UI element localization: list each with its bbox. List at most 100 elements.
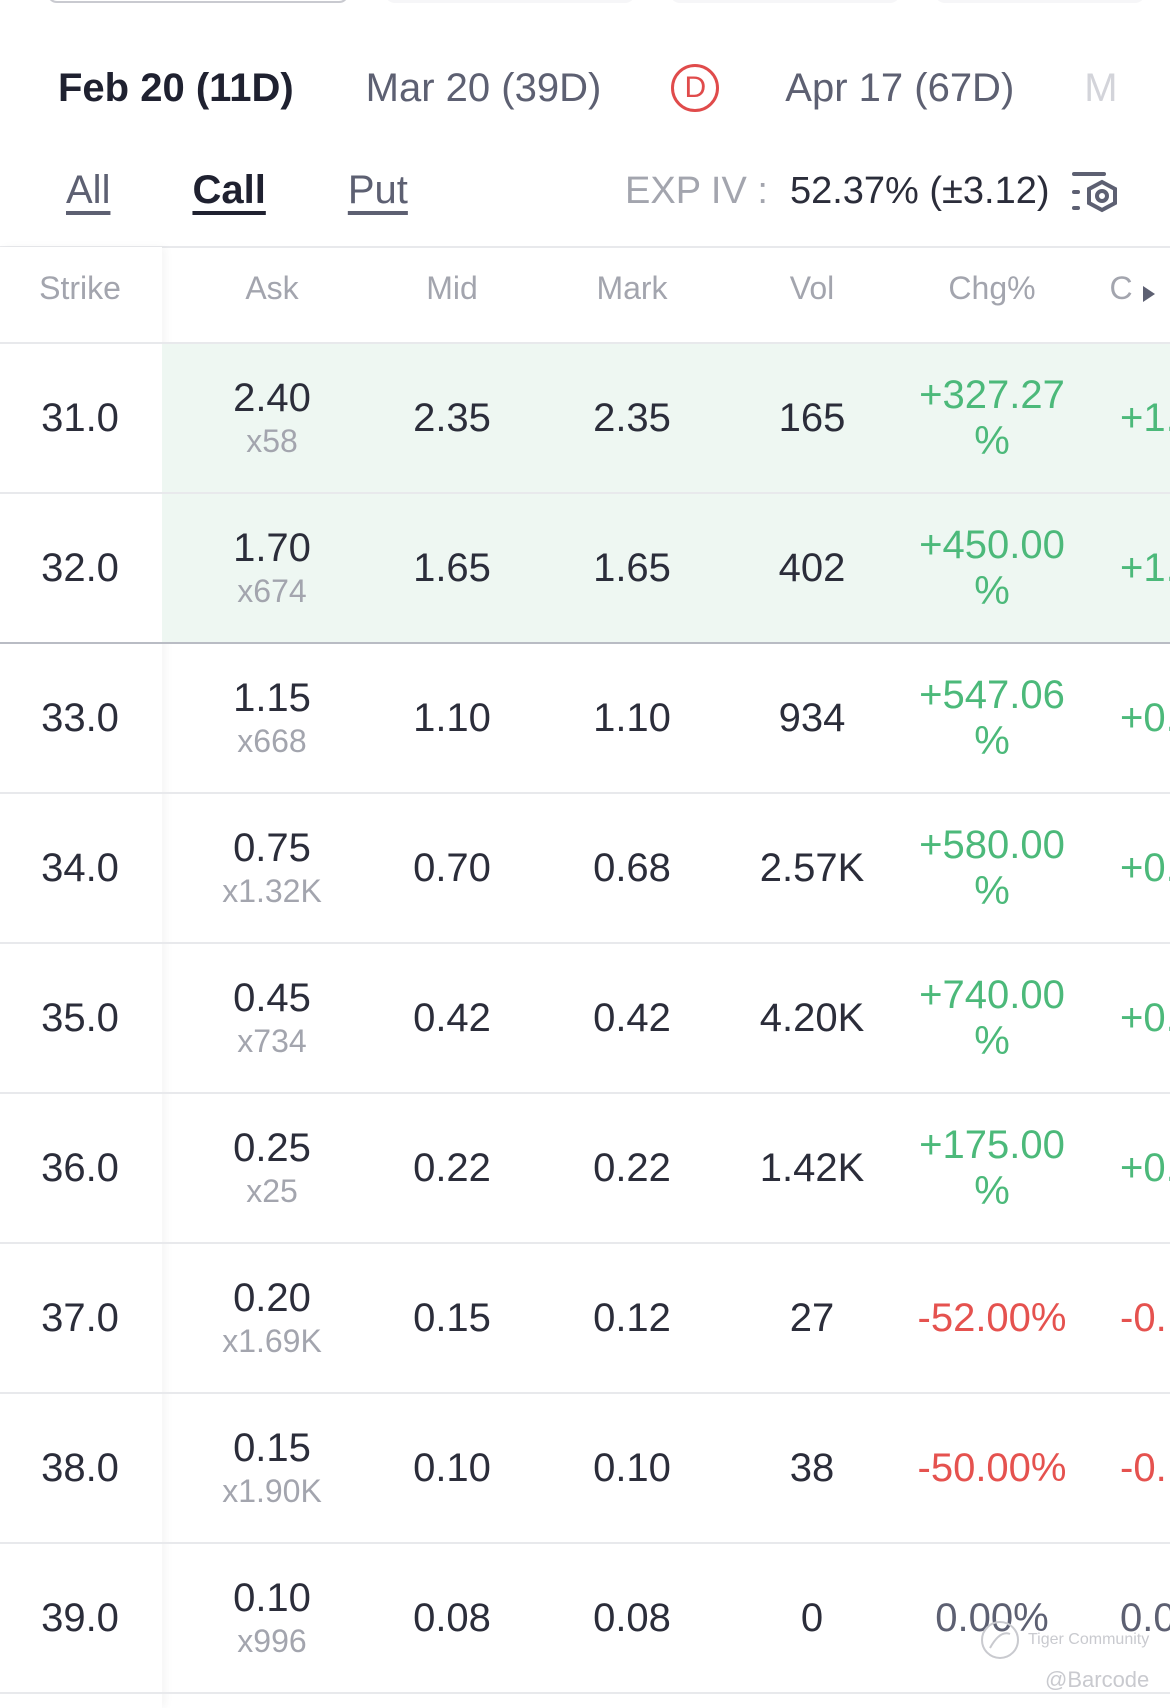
ask-cell: 0.10 x996 — [233, 1544, 311, 1692]
header-next[interactable]: C — [1109, 270, 1133, 306]
vol-cell: 0 — [801, 1544, 823, 1692]
expiry-next[interactable]: M — [1084, 65, 1118, 110]
vol-cell: 2.57K — [760, 794, 865, 942]
top-tab[interactable] — [935, 0, 1145, 3]
header-vol[interactable]: Vol — [789, 270, 835, 306]
mark-value: 0.12 — [593, 1296, 671, 1340]
filter-put[interactable]: Put — [347, 168, 408, 212]
ask-cell: 1.70 x674 — [233, 494, 311, 642]
header-chg[interactable]: Chg% — [948, 270, 1036, 306]
strike-value: 38.0 — [41, 1446, 119, 1490]
expiry-mar20[interactable]: Mar 20 (39D) — [365, 65, 602, 110]
exp-iv-value: 52.37% (±3.12) — [789, 170, 1050, 212]
chg-unit: % — [974, 569, 1010, 613]
divider — [0, 246, 1170, 248]
mark-value: 0.22 — [593, 1146, 671, 1190]
top-tab-selected[interactable] — [47, 0, 349, 3]
chg-value: +450.00 — [919, 523, 1065, 567]
strike-value: 34.0 — [41, 846, 119, 890]
ask-value: 0.20 — [233, 1276, 311, 1320]
table-row[interactable]: 36.0 0.25 x25 0.22 0.22 1.42K +175.00% +0… — [0, 1094, 1170, 1244]
strike-cell: 37.0 — [41, 1244, 119, 1392]
next-column-cell: -0. — [1120, 1295, 1167, 1340]
mark-cell: 1.65 — [593, 494, 671, 642]
divider — [0, 342, 1170, 344]
strike-cell: 31.0 — [41, 344, 119, 492]
strike-value: 36.0 — [41, 1146, 119, 1190]
table-row[interactable]: 39.0 0.10 x996 0.08 0.08 0 0.00% 0.0 — [0, 1544, 1170, 1694]
mark-value: 2.35 — [593, 396, 671, 440]
strike-cell-bg — [0, 494, 162, 642]
vol-value: 4.20K — [759, 996, 865, 1040]
chg-cell: +450.00% — [919, 494, 1065, 642]
strike-value: 37.0 — [41, 1296, 119, 1340]
strike-cell: 33.0 — [41, 644, 119, 792]
strike-cell: 39.0 — [41, 1544, 119, 1692]
header-ask[interactable]: Ask — [245, 270, 299, 306]
mid-value: 0.10 — [413, 1446, 491, 1490]
top-tabs — [0, 0, 1170, 4]
mid-value: 0.42 — [413, 996, 491, 1040]
chg-cell: 0.00% — [935, 1544, 1048, 1692]
ask-cell: 1.15 x668 — [233, 644, 311, 792]
mid-cell: 0.15 — [413, 1244, 491, 1392]
chg-cell: +740.00% — [919, 944, 1065, 1092]
top-tab[interactable] — [385, 0, 635, 3]
vol-cell: 27 — [790, 1244, 835, 1392]
mid-cell: 0.08 — [413, 1544, 491, 1692]
strike-value: 39.0 — [41, 1596, 119, 1640]
mid-value: 0.08 — [413, 1596, 491, 1640]
watermark-brand: Tiger Community — [1028, 1631, 1150, 1648]
next-column-cell: +1. — [1120, 545, 1170, 590]
table-row[interactable]: 38.0 0.15 x1.90K 0.10 0.10 38 -50.00% -0. — [0, 1394, 1170, 1544]
strike-value: 32.0 — [41, 546, 119, 590]
expiry-feb20[interactable]: Feb 20 (11D) — [58, 65, 294, 110]
mark-value: 0.42 — [593, 996, 671, 1040]
header-strike[interactable]: Strike — [39, 270, 121, 306]
chg-unit: % — [974, 1019, 1010, 1063]
chg-value: +740.00 — [919, 973, 1065, 1017]
mark-value: 1.65 — [593, 546, 671, 590]
mid-cell: 1.10 — [413, 644, 491, 792]
filter-all[interactable]: All — [66, 168, 111, 212]
table-row[interactable]: 35.0 0.45 x734 0.42 0.42 4.20K +740.00% +… — [0, 944, 1170, 1094]
watermark-user: @Barcode — [1045, 1667, 1150, 1692]
exp-iv: EXP IV : 52.37% (±3.12) — [625, 170, 1050, 213]
ask-value: 0.25 — [233, 1126, 311, 1170]
vol-value: 2.57K — [759, 846, 865, 890]
ask-size: x734 — [237, 1023, 307, 1059]
next-column-cell: +0. — [1120, 845, 1170, 890]
mid-cell: 1.65 — [413, 494, 491, 642]
next-column-cell: +0. — [1120, 995, 1170, 1040]
vol-value: 0 — [800, 1596, 824, 1640]
chg-unit: % — [974, 719, 1010, 763]
vol-value: 165 — [778, 396, 846, 440]
filter-call[interactable]: Call — [192, 168, 266, 212]
strike-cell: 36.0 — [41, 1094, 119, 1242]
chg-value: +547.06 — [919, 673, 1065, 717]
scroll-right-icon[interactable] — [1142, 285, 1156, 303]
vol-cell: 4.20K — [760, 944, 865, 1092]
ask-value: 2.40 — [233, 376, 311, 420]
header-mark[interactable]: Mark — [596, 270, 668, 306]
mid-value: 0.70 — [413, 846, 491, 890]
vol-value: 27 — [789, 1296, 835, 1340]
mark-cell: 1.10 — [593, 644, 671, 792]
mark-value: 0.10 — [593, 1446, 671, 1490]
ask-size: x674 — [237, 573, 307, 609]
mark-cell: 2.35 — [593, 344, 671, 492]
ask-size: x1.32K — [222, 873, 322, 909]
ask-size: x668 — [237, 723, 307, 759]
expiry-apr17[interactable]: Apr 17 (67D) — [785, 65, 1015, 110]
chg-value: +327.27 — [919, 373, 1065, 417]
top-tab[interactable] — [670, 0, 900, 3]
strike-value: 35.0 — [41, 996, 119, 1040]
table-row[interactable]: 34.0 0.75 x1.32K 0.70 0.68 2.57K +580.00%… — [0, 794, 1170, 944]
header-mid[interactable]: Mid — [426, 270, 478, 306]
next-column-cell: 0.0 — [1120, 1595, 1170, 1640]
table-row[interactable]: 37.0 0.20 x1.69K 0.15 0.12 27 -52.00% -0. — [0, 1244, 1170, 1394]
column-settings-icon[interactable] — [1070, 170, 1122, 214]
